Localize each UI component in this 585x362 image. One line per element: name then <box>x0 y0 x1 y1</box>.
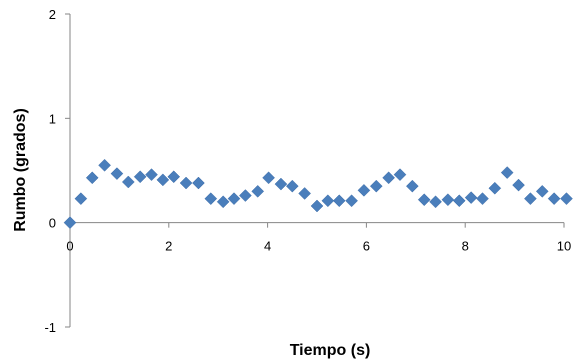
y-tick-label: 2 <box>49 7 56 22</box>
data-point-marker <box>74 192 88 206</box>
data-point-marker <box>332 194 346 208</box>
y-tick-label: 0 <box>49 216 56 231</box>
data-point-marker <box>133 170 147 184</box>
x-tick-label: 8 <box>462 239 469 254</box>
y-axis-ticks: -1 0 1 2 <box>44 7 70 335</box>
data-point-marker <box>310 199 324 213</box>
axes <box>69 14 564 327</box>
x-tick-label: 6 <box>363 239 370 254</box>
data-point-marker <box>417 193 431 207</box>
data-point-marker <box>227 192 241 206</box>
data-point-marker <box>216 195 230 209</box>
data-point-marker <box>452 194 466 208</box>
data-point-marker <box>524 192 537 206</box>
data-point-marker <box>85 171 99 185</box>
data-point-marker <box>274 177 288 191</box>
data-points <box>63 158 573 230</box>
data-point-marker <box>285 179 299 193</box>
data-point-marker <box>547 192 561 206</box>
y-tick-label: 1 <box>49 111 56 126</box>
data-point-marker <box>121 175 135 189</box>
data-point-marker <box>535 185 549 198</box>
x-tick-label: 0 <box>66 239 73 254</box>
data-point-marker <box>560 192 573 206</box>
x-tick-label: 4 <box>264 239 271 254</box>
data-point-marker <box>512 178 525 192</box>
data-point-marker <box>476 192 489 206</box>
x-axis-ticks: 0 2 4 6 8 10 <box>66 222 571 254</box>
data-point-marker <box>369 179 383 193</box>
data-point-marker <box>393 168 407 182</box>
y-axis-title: Rumbo (grados) <box>12 108 29 232</box>
x-tick-label: 2 <box>165 239 172 254</box>
data-point-marker <box>63 216 77 230</box>
data-point-marker <box>500 166 514 179</box>
data-point-marker <box>441 193 455 207</box>
data-point-marker <box>239 189 252 202</box>
data-point-marker <box>345 194 358 208</box>
data-point-marker <box>357 183 371 197</box>
x-tick-label: 10 <box>557 239 571 254</box>
data-point-marker <box>321 194 335 208</box>
data-point-marker <box>382 171 395 185</box>
data-point-marker <box>167 170 181 184</box>
x-axis-title: Tiempo (s) <box>290 342 371 359</box>
data-point-marker <box>98 158 111 172</box>
data-point-marker <box>156 173 170 187</box>
y-tick-label: -1 <box>44 320 56 335</box>
data-point-marker <box>179 176 193 190</box>
data-point-marker <box>145 168 158 182</box>
data-point-marker <box>488 181 502 195</box>
data-point-marker <box>262 171 275 185</box>
data-point-marker <box>405 179 419 193</box>
data-point-marker <box>251 185 265 198</box>
data-point-marker <box>110 167 124 180</box>
data-point-marker <box>464 191 478 204</box>
data-point-marker <box>298 187 312 200</box>
data-point-marker <box>204 192 218 206</box>
data-point-marker <box>192 176 205 190</box>
data-point-marker <box>429 195 442 209</box>
